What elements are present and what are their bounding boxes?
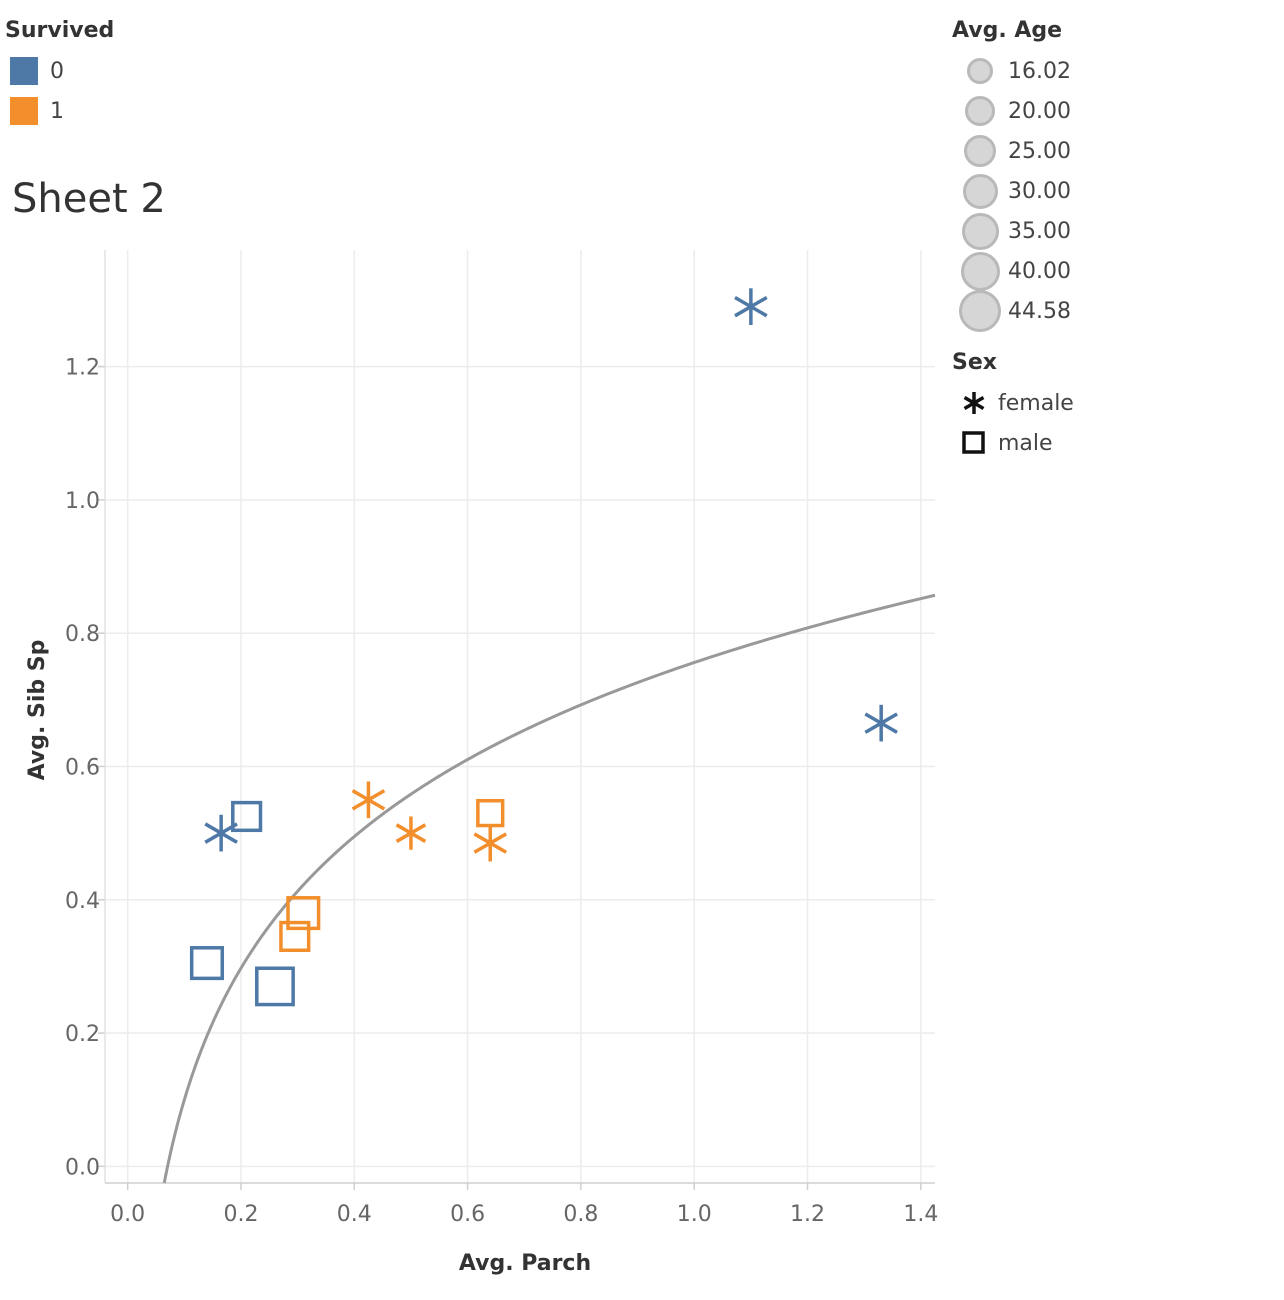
color-swatch: [10, 57, 38, 85]
legend-age-label: 16.02: [1008, 58, 1071, 84]
legend-survived-item[interactable]: 0: [10, 57, 64, 85]
legend-survived-label: 1: [50, 98, 64, 124]
male-square-mark[interactable]: [231, 800, 263, 833]
legend-age-label: 35.00: [1008, 218, 1071, 244]
size-circle-icon: [962, 173, 998, 209]
tick-labels: 0.0 0.2 0.4 0.6 0.8 1.0 1.2 1.4 0.0 0.2 0.4 0.6 0.8 1…: [65, 356, 938, 1227]
x-tick-label: 0.4: [337, 1202, 372, 1227]
female-asterisk-mark[interactable]: [864, 704, 898, 742]
y-tick-label: 0.6: [65, 755, 100, 780]
legend-sex-item[interactable]: female: [960, 389, 1074, 417]
legend-survived-item[interactable]: 1: [10, 97, 64, 125]
female-asterisk-mark[interactable]: [734, 288, 768, 325]
x-axis-title: Avg. Parch: [459, 1251, 591, 1276]
axes: [98, 250, 935, 1190]
x-tick-label: 0.6: [450, 1202, 485, 1227]
legend-age-item[interactable]: 44.58: [958, 290, 1071, 332]
y-tick-label: 0.4: [65, 889, 100, 914]
y-tick-label: 0.0: [65, 1155, 100, 1180]
legend-age-label: 20.00: [1008, 98, 1071, 124]
legend-age-label: 25.00: [1008, 138, 1071, 164]
female-asterisk-mark[interactable]: [395, 816, 427, 850]
legend-age-item[interactable]: 35.00: [958, 211, 1071, 251]
legend-sex-label: female: [998, 390, 1074, 416]
y-tick-label: 0.2: [65, 1022, 100, 1047]
square-icon: [962, 431, 985, 454]
asterisk-icon: [963, 392, 985, 414]
legend-age-item[interactable]: 40.00: [958, 251, 1071, 291]
legend-age-title: Avg. Age: [952, 18, 1063, 43]
size-circle-icon: [965, 96, 995, 126]
legend-age-label: 40.00: [1008, 258, 1071, 284]
x-tick-label: 1.2: [790, 1202, 825, 1227]
male-square-mark[interactable]: [255, 966, 295, 1007]
color-swatch: [10, 97, 38, 125]
legend-age-item[interactable]: 30.00: [958, 171, 1071, 211]
legend-age-item[interactable]: 16.02: [958, 51, 1071, 91]
x-tick-label: 1.4: [903, 1202, 938, 1227]
legend-age-label: 44.58: [1008, 298, 1071, 324]
legend-sex-label: male: [998, 430, 1053, 456]
size-circle-icon: [960, 251, 1000, 291]
sheet-title: Sheet 2: [12, 176, 166, 222]
legend-age-item[interactable]: 20.00: [958, 91, 1071, 131]
y-axis-title: Avg. Sib Sp: [25, 640, 50, 781]
size-circle-icon: [964, 135, 996, 167]
size-circle-icon: [967, 58, 993, 84]
x-tick-label: 1.0: [677, 1202, 712, 1227]
legend-age-label: 30.00: [1008, 178, 1071, 204]
male-square-mark[interactable]: [279, 920, 311, 953]
male-square-mark[interactable]: [476, 798, 505, 828]
data-marks: [189, 288, 898, 1007]
female-asterisk-mark[interactable]: [351, 781, 386, 819]
y-tick-label: 1.2: [65, 356, 100, 381]
male-square-mark[interactable]: [189, 946, 225, 981]
trend-line: [162, 593, 936, 1184]
x-tick-label: 0.8: [563, 1202, 598, 1227]
legend-sex-title: Sex: [952, 350, 997, 375]
male-square-mark[interactable]: [286, 896, 321, 931]
legend-age-item[interactable]: 25.00: [958, 131, 1071, 171]
legend-sex-item[interactable]: male: [960, 429, 1053, 457]
x-tick-label: 0.0: [110, 1202, 145, 1227]
female-asterisk-mark[interactable]: [473, 824, 508, 862]
y-tick-label: 1.0: [65, 489, 100, 514]
legend-survived-label: 0: [50, 58, 64, 84]
legend-survived-title: Survived: [5, 18, 115, 43]
gridlines: [105, 250, 935, 1183]
y-tick-label: 0.8: [65, 622, 100, 647]
size-circle-icon: [959, 290, 1001, 332]
size-circle-icon: [961, 212, 999, 250]
x-tick-label: 0.2: [223, 1202, 258, 1227]
